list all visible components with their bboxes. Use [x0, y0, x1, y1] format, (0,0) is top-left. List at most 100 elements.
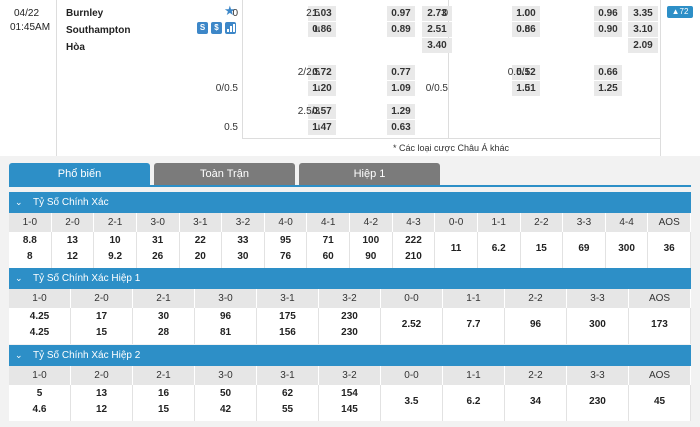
- score-odds-cell[interactable]: 13 12: [71, 385, 133, 421]
- score-odds-cell[interactable]: 71 60: [307, 232, 350, 268]
- home-odds: 154: [341, 388, 358, 399]
- odds-value[interactable]: 0.86: [308, 22, 336, 37]
- odds-value[interactable]: 1.20: [308, 81, 336, 96]
- chevron-down-icon: ⌄: [15, 197, 23, 207]
- odds-value[interactable]: 0.90: [594, 22, 622, 37]
- draw-label: Hòa: [66, 42, 85, 53]
- score-odds-cell[interactable]: 17 15: [71, 308, 133, 344]
- draw-odds: 34: [529, 396, 542, 407]
- odds-value[interactable]: 0.97: [387, 6, 415, 21]
- score-odds-cell[interactable]: 10 9.2: [94, 232, 137, 268]
- score-odds-cell[interactable]: 69: [563, 232, 606, 268]
- odds-value[interactable]: 0.63: [387, 120, 415, 135]
- home-odds: 33: [237, 235, 249, 246]
- score-odds-cell[interactable]: 96 81: [195, 308, 257, 344]
- odds-value[interactable]: 0.96: [594, 6, 622, 21]
- score-odds-cell[interactable]: 300: [606, 232, 649, 268]
- score-header: 3-2: [222, 213, 265, 232]
- away-odds: 9.2: [108, 251, 123, 262]
- chart-icon[interactable]: [225, 22, 236, 34]
- odds-value[interactable]: 0.66: [594, 65, 622, 80]
- score-odds-cell[interactable]: 36: [648, 232, 691, 268]
- score-odds-cell[interactable]: 5 4.6: [9, 385, 71, 421]
- score-odds-cell[interactable]: 3.5: [381, 385, 443, 421]
- section-correct-score[interactable]: ⌄ Tỷ Số Chính Xác: [9, 192, 691, 213]
- section-correct-score-half2[interactable]: ⌄ Tỷ Số Chính Xác Hiệp 2: [9, 345, 691, 366]
- score-odds-cell[interactable]: 173: [629, 308, 691, 344]
- odds-value[interactable]: 0.86: [512, 22, 540, 37]
- score-odds-cell[interactable]: 30 28: [133, 308, 195, 344]
- caret-up-icon: ▲: [671, 7, 680, 16]
- away-odds: 12: [95, 404, 108, 415]
- score-odds-cell[interactable]: 8.8 8: [9, 232, 52, 268]
- score-odds-cell[interactable]: 95 76: [265, 232, 308, 268]
- score-odds-cell[interactable]: 175 156: [257, 308, 319, 344]
- score-odds-cell[interactable]: 13 12: [52, 232, 95, 268]
- home-odds: 95: [280, 235, 292, 246]
- tab-popular[interactable]: Phổ biến: [9, 163, 150, 185]
- score-odds-cell[interactable]: 100 90: [350, 232, 393, 268]
- score-odds-cell[interactable]: 50 42: [195, 385, 257, 421]
- odds-value[interactable]: 1.51: [512, 81, 540, 96]
- handicap-label: 0.5: [224, 122, 238, 133]
- odds-value[interactable]: 2.09: [628, 38, 658, 53]
- tab-half-1[interactable]: Hiệp 1: [299, 163, 440, 185]
- favorite-star-icon[interactable]: ★: [224, 3, 236, 18]
- score-odds-cell[interactable]: 31 26: [137, 232, 180, 268]
- score-odds-cell[interactable]: 11: [435, 232, 478, 268]
- odds-value[interactable]: 3.35: [628, 6, 658, 21]
- score-odds-cell[interactable]: 16 15: [133, 385, 195, 421]
- odds-value[interactable]: 3.10: [628, 22, 658, 37]
- score-odds-row: 8.8 8 13 12 10 9.2 31 26 22 20 33 30 95 76 71 60 100 90 22…: [9, 232, 691, 268]
- odds-value[interactable]: 1.47: [308, 120, 336, 135]
- score-odds-cell[interactable]: 4.25 4.25: [9, 308, 71, 344]
- odds-value[interactable]: 1.29: [387, 104, 415, 119]
- score-odds-cell[interactable]: 6.2: [443, 385, 505, 421]
- odds-value[interactable]: 0.89: [387, 22, 415, 37]
- score-odds-cell[interactable]: 230: [567, 385, 629, 421]
- score-odds-cell[interactable]: 45: [629, 385, 691, 421]
- score-header-row: 1-0 2-0 2-1 3-0 3-1 3-2 0-0 1-1 2-2 3-3 AOS: [9, 366, 691, 385]
- home-team[interactable]: Burnley: [66, 8, 104, 19]
- score-header: 3-3: [567, 366, 629, 385]
- score-odds-cell[interactable]: 6.2: [478, 232, 521, 268]
- odds-value[interactable]: 2.51: [422, 22, 452, 37]
- score-odds-cell[interactable]: 34: [505, 385, 567, 421]
- score-odds-cell[interactable]: 15: [521, 232, 564, 268]
- score-odds-cell[interactable]: 96: [505, 308, 567, 344]
- odds-value[interactable]: 3.40: [422, 38, 452, 53]
- score-odds-cell[interactable]: 33 30: [222, 232, 265, 268]
- score-odds-cell[interactable]: 300: [567, 308, 629, 344]
- odds-value[interactable]: 1.09: [387, 81, 415, 96]
- odds-value[interactable]: 0.52: [512, 65, 540, 80]
- section-correct-score-half1[interactable]: ⌄ Tỷ Số Chính Xác Hiệp 1: [9, 268, 691, 289]
- odds-value[interactable]: 1.00: [512, 6, 540, 21]
- odds-value[interactable]: 2.73: [422, 6, 452, 21]
- odds-value[interactable]: 0.57: [308, 104, 336, 119]
- odds-value[interactable]: 0.77: [387, 65, 415, 80]
- chevron-down-icon: ⌄: [15, 273, 23, 283]
- tab-full-match[interactable]: Toàn Trận: [154, 163, 295, 185]
- odds-value[interactable]: 1.25: [594, 81, 622, 96]
- score-odds-cell[interactable]: 7.7: [443, 308, 505, 344]
- score-odds-cell[interactable]: 222 210: [393, 232, 436, 268]
- score-header: 3-0: [137, 213, 180, 232]
- away-team[interactable]: Southampton: [66, 25, 131, 36]
- score-header-row: 1-0 2-0 2-1 3-0 3-1 3-2 0-0 1-1 2-2 3-3 AOS: [9, 289, 691, 308]
- score-odds-cell[interactable]: 230 230: [319, 308, 381, 344]
- odds-value[interactable]: 1.03: [308, 6, 336, 21]
- odds-value[interactable]: 0.72: [308, 65, 336, 80]
- more-asian-bets-link[interactable]: * Các loại cược Châu Á khác: [242, 138, 660, 156]
- home-odds: 71: [322, 235, 334, 246]
- stats-s-icon[interactable]: S: [197, 22, 208, 34]
- away-odds: 76: [280, 251, 292, 262]
- more-markets-badge[interactable]: ▲72: [667, 6, 693, 18]
- odds-dollar-icon[interactable]: $: [211, 22, 222, 34]
- home-odds: 30: [157, 311, 170, 322]
- handicap-label: 0.5/1: [507, 67, 530, 78]
- score-odds-cell[interactable]: 154 145: [319, 385, 381, 421]
- score-odds-cell[interactable]: 62 55: [257, 385, 319, 421]
- handicap-label: u: [524, 24, 530, 35]
- score-odds-cell[interactable]: 2.52: [381, 308, 443, 344]
- score-odds-cell[interactable]: 22 20: [180, 232, 223, 268]
